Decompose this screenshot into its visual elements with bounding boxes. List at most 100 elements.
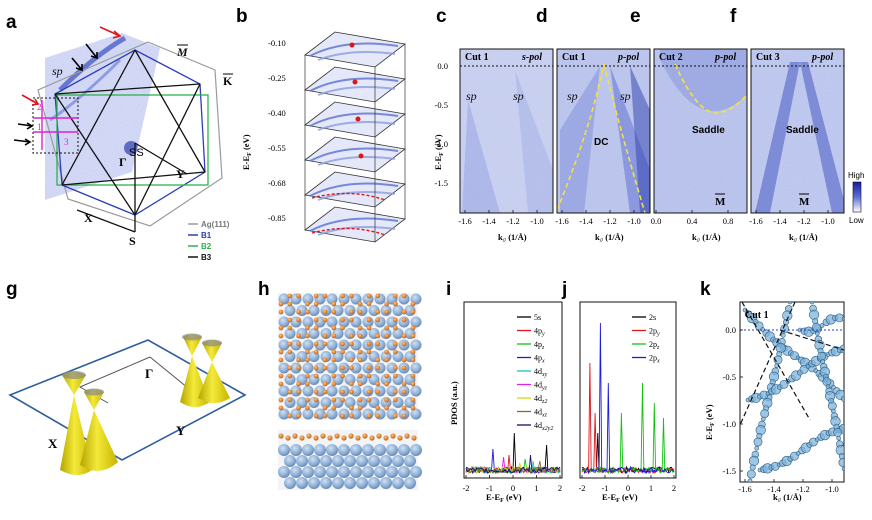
ag-atom-side bbox=[356, 477, 368, 489]
boron-atom bbox=[393, 365, 398, 371]
ag-atom bbox=[296, 397, 308, 408]
arpes-xlabel: k// (1/Å) bbox=[498, 232, 527, 244]
boron-atom-side bbox=[376, 433, 382, 439]
energy-slice bbox=[304, 101, 406, 138]
pdos-xtick: -2 bbox=[462, 483, 469, 493]
band-weight-marker bbox=[747, 478, 753, 482]
panel-label-a: a bbox=[6, 12, 17, 33]
boron-atom bbox=[401, 405, 407, 411]
boron-atom bbox=[340, 397, 345, 403]
boron-atom bbox=[366, 293, 372, 299]
band-weight-marker bbox=[782, 319, 789, 326]
boron-atom bbox=[410, 357, 416, 363]
arpes-xtick: -1.0 bbox=[821, 216, 834, 226]
boron-atom bbox=[331, 373, 337, 379]
boron-atom bbox=[375, 333, 381, 339]
b2-rectangle bbox=[56, 94, 209, 186]
boron-atom bbox=[410, 349, 416, 355]
energy-slice bbox=[304, 171, 406, 208]
boron-atom bbox=[410, 373, 416, 379]
boron-atom bbox=[331, 333, 337, 339]
ag-atom bbox=[302, 408, 314, 420]
panel-label-j: j bbox=[561, 279, 567, 300]
energy-label: -0.10 bbox=[268, 38, 286, 48]
boron-atom-side bbox=[306, 433, 312, 439]
boron-atom bbox=[357, 397, 363, 403]
arpes-xtick: -1.0 bbox=[530, 216, 543, 226]
boron-atom bbox=[349, 413, 354, 419]
panel-e-saddle-label: Saddle bbox=[692, 125, 725, 136]
boron-atom-side bbox=[362, 433, 368, 439]
boron-atom bbox=[393, 349, 398, 355]
panel-e-spectrum bbox=[654, 49, 747, 213]
boron-atom bbox=[401, 317, 407, 323]
ag-atom-side bbox=[278, 466, 290, 478]
arpes-xtick: 0.8 bbox=[723, 216, 734, 226]
panel-j-xlabel: E-EF (eV) bbox=[602, 492, 638, 504]
panel-c-spectrum bbox=[460, 49, 553, 213]
boron-atom bbox=[322, 293, 328, 299]
boron-atom bbox=[287, 301, 293, 307]
boron-atom bbox=[340, 373, 345, 379]
boron-atom bbox=[366, 349, 372, 355]
panel-e-cut: Cut 2 bbox=[659, 52, 683, 63]
boron-atom bbox=[340, 341, 345, 347]
band-weight-marker bbox=[748, 455, 760, 467]
boron-atom bbox=[296, 405, 301, 411]
boron-atom bbox=[305, 309, 310, 315]
boron-atom bbox=[410, 301, 416, 307]
boron-atom bbox=[331, 405, 337, 411]
boron-atom bbox=[322, 413, 328, 419]
ag-atom-side bbox=[398, 466, 410, 478]
boron-atom bbox=[331, 325, 337, 331]
panel-f-header: Cut 3 p-pol Saddle M bbox=[756, 52, 833, 208]
boron-atom bbox=[287, 293, 293, 299]
ag111-hexagon bbox=[37, 41, 223, 227]
brillouin-zone-plane bbox=[8, 339, 247, 461]
band-weight-marker bbox=[838, 453, 844, 460]
boron-atom bbox=[375, 341, 381, 347]
band-weight-marker bbox=[808, 309, 820, 320]
boron-atom bbox=[331, 301, 337, 307]
ag-atom-side bbox=[344, 455, 356, 467]
ag-atom-side bbox=[404, 477, 416, 489]
panel-h-atomic-structure bbox=[278, 293, 422, 490]
band-weight-marker bbox=[775, 342, 786, 354]
panel-label-f: f bbox=[730, 6, 737, 27]
boron-atom bbox=[305, 325, 310, 331]
boron-atom bbox=[401, 365, 407, 371]
boron-atom bbox=[322, 333, 328, 339]
boron-atom bbox=[287, 397, 293, 403]
ag-atom-side bbox=[302, 466, 314, 478]
boron-atom bbox=[322, 389, 328, 395]
cut-number-1: 1 bbox=[37, 122, 42, 132]
panel-k-ytick: -1.0 bbox=[723, 419, 736, 429]
ag-atom bbox=[284, 305, 296, 316]
boron-atom bbox=[357, 373, 363, 379]
boron-atom bbox=[278, 381, 284, 387]
boron-atom bbox=[340, 389, 345, 395]
label-gamma: Γ bbox=[119, 155, 127, 169]
arpes-ytick: -0.5 bbox=[435, 100, 448, 110]
panel-label-g: g bbox=[6, 279, 18, 300]
boron-atom bbox=[375, 293, 381, 299]
boron-atom-side bbox=[411, 435, 417, 441]
pdos-xtick: 1 bbox=[649, 483, 653, 493]
panel-label-d: d bbox=[536, 6, 548, 27]
boron-atom bbox=[401, 309, 407, 315]
panel-label-i: i bbox=[446, 279, 451, 300]
label-m-bar: M bbox=[176, 45, 188, 59]
band-weight-marker bbox=[820, 359, 826, 364]
boron-atom bbox=[393, 317, 398, 323]
boron-atom-side bbox=[334, 433, 340, 439]
boron-atom bbox=[296, 333, 301, 339]
boron-atom-side bbox=[327, 435, 333, 441]
panel-d-sp-left: sp bbox=[567, 89, 578, 103]
ag-atom-side bbox=[356, 455, 368, 467]
boron-atom bbox=[375, 317, 381, 323]
band-weight-marker bbox=[780, 333, 786, 338]
boron-atom bbox=[322, 381, 328, 387]
boron-atom bbox=[349, 309, 354, 315]
arpes-xtick: -1.2 bbox=[506, 216, 519, 226]
boron-atom-side bbox=[278, 433, 284, 439]
